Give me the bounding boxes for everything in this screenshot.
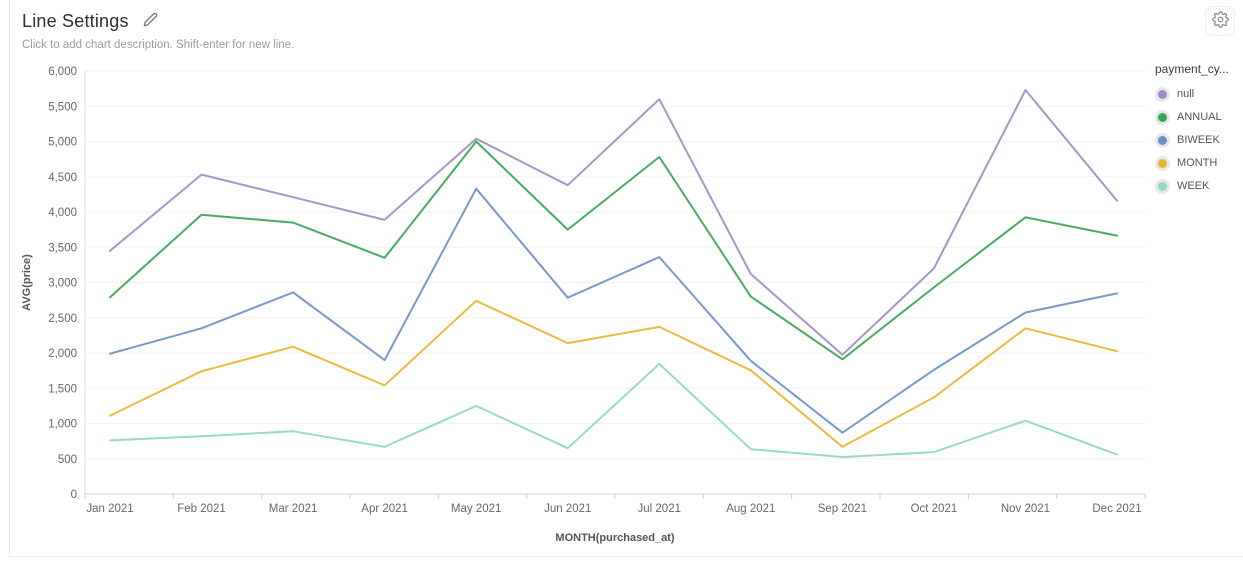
legend-item-WEEK[interactable]: WEEK [1155, 180, 1241, 192]
x-tick-label: Nov 2021 [1001, 503, 1050, 515]
x-tick-label: Oct 2021 [911, 503, 958, 515]
x-tick-label: Apr 2021 [361, 503, 408, 515]
series-line-ANNUAL[interactable] [109, 140, 1118, 361]
legend-label: null [1177, 88, 1195, 100]
x-tick-label: Jun 2021 [544, 503, 591, 515]
x-tick-label: May 2021 [451, 503, 502, 515]
y-tick-label: 5,000 [48, 137, 77, 149]
legend-item-null[interactable]: null [1155, 88, 1241, 100]
x-tick-label: Feb 2021 [177, 503, 226, 515]
legend-swatch-icon [1158, 112, 1167, 122]
x-tick-label: Mar 2021 [269, 503, 318, 515]
legend-label: BIWEEK [1177, 134, 1220, 146]
y-tick-label: 5,500 [48, 101, 77, 113]
legend-item-MONTH[interactable]: MONTH [1155, 157, 1241, 169]
y-tick-label: 500 [58, 454, 77, 466]
x-tick-label: Dec 2021 [1092, 503, 1141, 515]
y-tick-label: 0 [71, 489, 77, 501]
legend-swatch-icon [1158, 89, 1167, 99]
y-tick-label: 2,000 [48, 348, 77, 360]
legend-label: WEEK [1177, 180, 1210, 192]
series-line-null[interactable] [109, 89, 1118, 356]
y-tick-label: 1,500 [48, 383, 77, 395]
legend-item-ANNUAL[interactable]: ANNUAL [1155, 111, 1241, 123]
series-line-MONTH[interactable] [109, 299, 1118, 448]
x-tick-label: Jan 2021 [86, 503, 133, 515]
series-line-BIWEEK[interactable] [109, 187, 1118, 434]
y-tick-label: 2,500 [48, 313, 77, 325]
x-tick-label: Aug 2021 [726, 503, 775, 515]
y-tick-label: 6,000 [48, 66, 77, 78]
y-axis-title: AVG(price) [21, 254, 33, 311]
legend-swatch-icon [1158, 135, 1167, 145]
gear-icon [1211, 11, 1229, 31]
pencil-icon [143, 12, 158, 30]
chart-legend: payment_cy... null ANNUAL BIWEEK MONTH WEEK [1155, 62, 1241, 203]
chart-description[interactable]: Click to add chart description. Shift-en… [22, 39, 295, 51]
legend-swatch-icon [1158, 158, 1167, 168]
y-tick-label: 3,000 [48, 278, 77, 290]
legend-label: MONTH [1177, 157, 1218, 169]
y-tick-label: 4,000 [48, 207, 77, 219]
legend-item-BIWEEK[interactable]: BIWEEK [1155, 134, 1241, 146]
edit-title-button[interactable] [141, 10, 160, 32]
y-tick-label: 1,000 [48, 419, 77, 431]
y-tick-label: 3,500 [48, 242, 77, 254]
legend-title: payment_cy... [1155, 62, 1229, 76]
legend-label: ANNUAL [1177, 111, 1222, 123]
chart-panel [9, 0, 1243, 557]
x-tick-label: Jul 2021 [638, 503, 681, 515]
x-tick-label: Sep 2021 [818, 503, 867, 515]
page-title: Line Settings [22, 10, 129, 31]
y-tick-label: 4,500 [48, 172, 77, 184]
settings-button[interactable] [1205, 6, 1235, 36]
series-line-WEEK[interactable] [109, 362, 1118, 458]
x-axis-title: MONTH(purchased_at) [555, 532, 675, 544]
legend-swatch-icon [1158, 181, 1167, 191]
